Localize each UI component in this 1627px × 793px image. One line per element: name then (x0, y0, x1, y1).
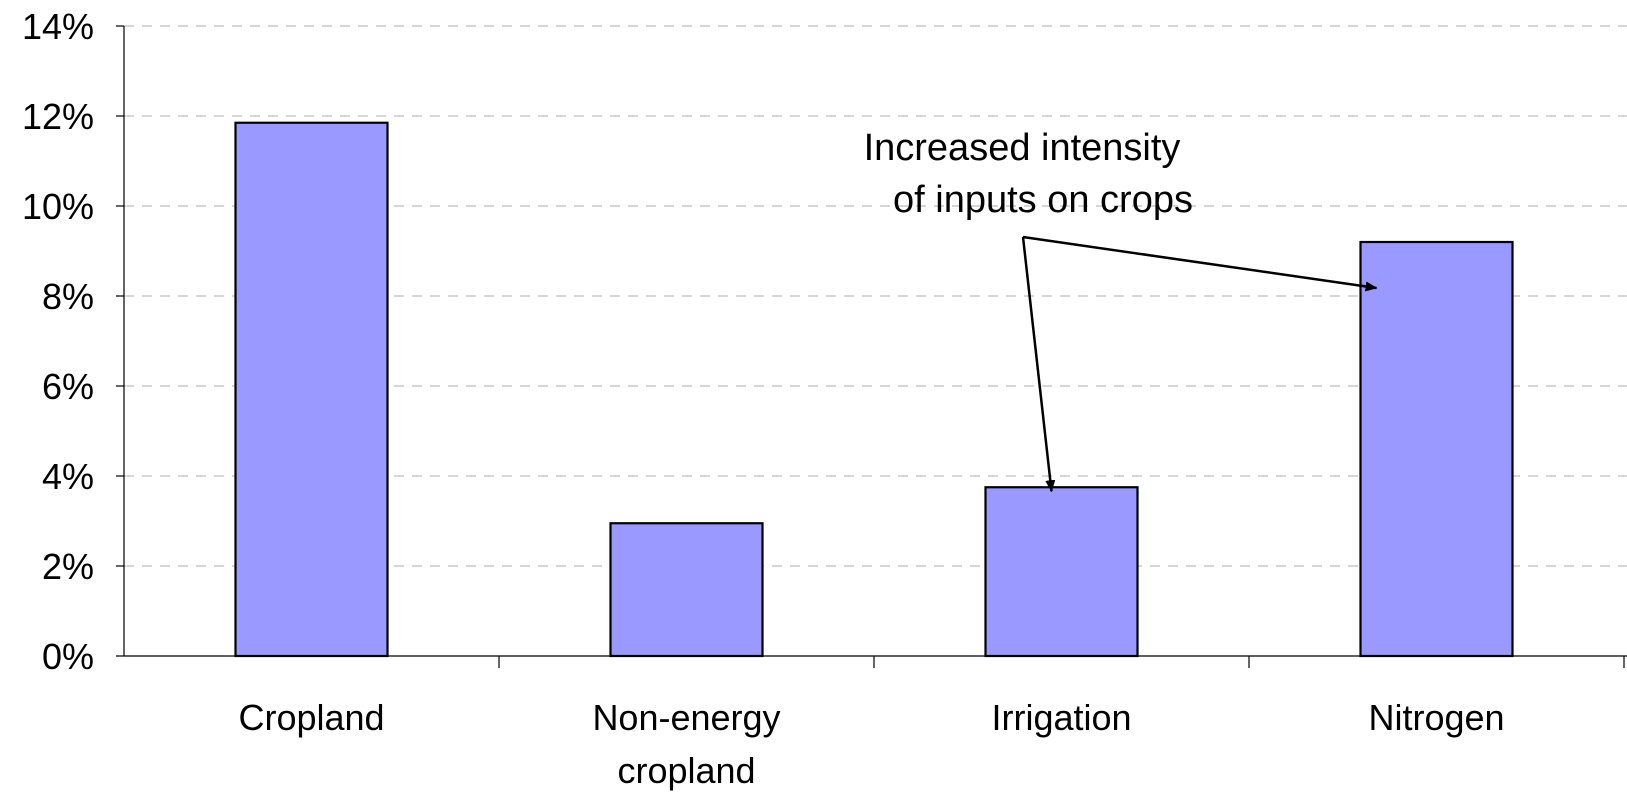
annotation: Increased intensity of inputs on crops (864, 127, 1378, 493)
x-category-labels: Cropland Non-energy cropland Irrigation Nitr… (238, 697, 1504, 791)
bar (234, 121, 389, 658)
y-tick-label: 2% (42, 546, 94, 587)
y-tick-label: 10% (22, 186, 94, 227)
bar (1359, 240, 1514, 658)
annotation-arrow-nitrogen (1022, 235, 1378, 292)
bars (234, 121, 1514, 658)
bar (984, 486, 1139, 658)
bar (609, 522, 764, 658)
y-tick-label: 4% (42, 456, 94, 497)
x-category-label: Nitrogen (1368, 697, 1504, 738)
y-tick-label: 14% (22, 6, 94, 47)
x-category-label: Non-energy cropland (592, 697, 780, 791)
y-tick-label: 6% (42, 366, 94, 407)
annotation-arrow-irrigation (1021, 236, 1056, 493)
x-category-label: Cropland (238, 697, 384, 738)
annotation-text: Increased intensity of inputs on crops (864, 127, 1193, 221)
x-category-label: Irrigation (991, 697, 1131, 738)
y-tick-labels: 0% 2% 4% 6% 8% 10% 12% 14% (22, 6, 94, 677)
y-tick-label: 8% (42, 276, 94, 317)
axes (116, 25, 1627, 668)
y-tick-label: 12% (22, 96, 94, 137)
y-tick-label: 0% (42, 636, 94, 677)
